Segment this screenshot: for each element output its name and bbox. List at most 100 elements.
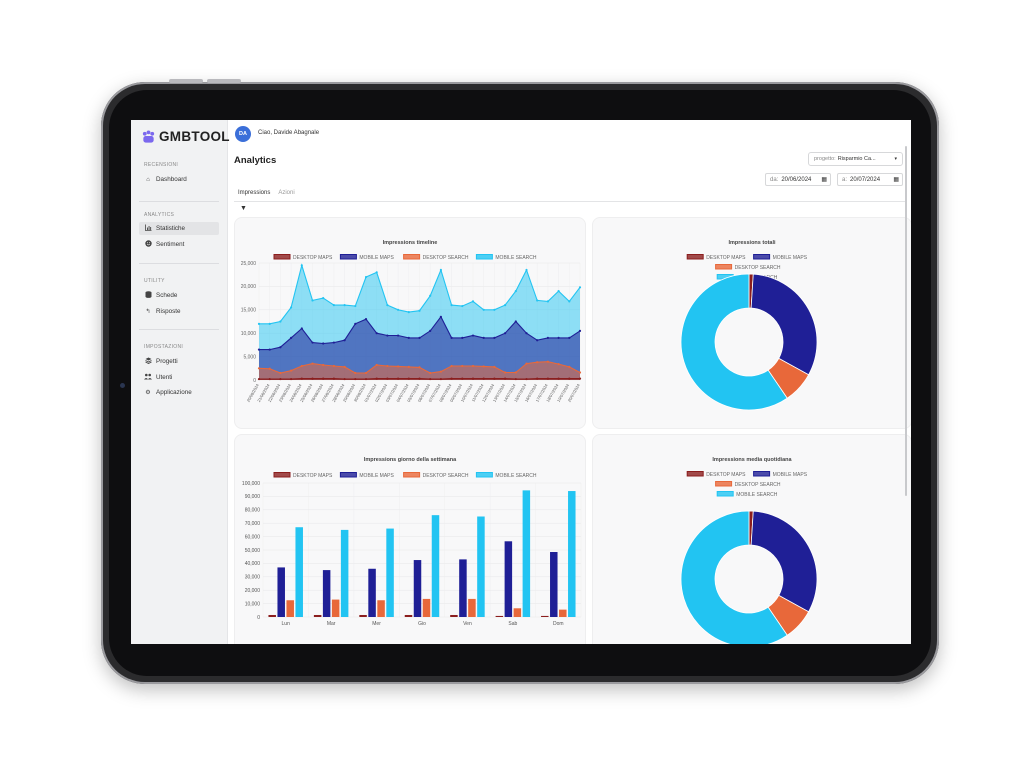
data-point-mobile-maps [536,339,539,342]
brand-logo[interactable]: GMBTOOL [141,129,230,144]
layers-icon [144,357,152,366]
project-select[interactable]: progetto: Risparmio Ca... ▾ [808,152,903,166]
tab-impressions[interactable]: Impressions [234,188,275,202]
database-icon [144,291,152,300]
legend-swatch-mobile-maps [339,472,357,478]
date-from-value: 20/06/2024 [781,176,812,183]
data-point-desktop-maps [257,377,261,381]
data-point-desktop-search [450,364,453,368]
impressions-totali-chart: Impressions totali DESKTOP MAPS MOBILE MAP… [680,240,818,411]
calendar-icon[interactable]: ▦ [893,177,899,183]
legend-label-mobile-maps: MOBILE MAPS [773,255,808,261]
bar-desktop-search [513,608,522,617]
data-point-mobile-maps [418,336,421,339]
avatar[interactable]: DA [235,126,251,142]
data-point-desktop-search [429,371,432,375]
tablet-top-button-1 [169,79,203,83]
bar-desktop-maps [404,614,413,617]
data-point-desktop-search [343,365,346,368]
sidebar-item-applicazione[interactable]: ⚙ Applicazione [139,386,219,399]
sidebar-item-utenti[interactable]: Utenti [139,371,219,384]
chart-title: Impressions totali [728,240,776,246]
data-point-mobile-maps [322,342,325,345]
sidebar-item-dashboard[interactable]: ⌂ Dashboard [139,173,219,186]
bar-desktop-maps [541,615,549,617]
bar-desktop-search [468,598,476,617]
date-from-input[interactable]: da: 20/06/2024 ▦ [765,173,831,186]
data-point-mobile-search [375,271,378,274]
chart-card-weekday: Impressions giorno della settimana DESKTO… [234,434,586,644]
y-tick-label: 15,000 [241,308,257,314]
data-point-desktop-search [493,365,496,368]
data-point-mobile-maps [557,336,560,339]
data-point-mobile-search [300,264,303,267]
legend-label-desktop-search: DESKTOP SEARCH [735,265,781,271]
data-point-mobile-search [418,309,421,312]
bar-desktop-maps [268,614,276,617]
data-point-desktop-search [397,365,400,368]
data-point-desktop-search [504,371,507,374]
bar-mobile-maps [368,568,376,617]
tab-azioni[interactable]: Azioni [278,190,295,196]
main-content: DA Ciao, Davide Abagnale Analytics proge… [228,120,911,644]
data-point-mobile-search [471,300,475,303]
data-point-desktop-search [546,360,549,363]
data-point-mobile-maps [546,336,549,339]
data-point-mobile-maps [268,348,271,351]
legend-label-desktop-maps: DESKTOP MAPS [293,255,333,261]
chart-card-media: Impressions media quotidiana DESKTOP MAPS… [592,434,911,644]
data-point-desktop-search [482,365,485,368]
data-point-desktop-maps [471,377,475,380]
data-point-mobile-search [279,320,282,323]
filter-toggle-icon[interactable]: ▼ [240,205,247,212]
y-tick-label: 25,000 [241,261,257,267]
data-point-desktop-search [279,371,282,375]
bar-desktop-search [422,598,431,617]
x-tick-label: Dom [553,621,564,627]
y-tick-label: 60,000 [245,534,261,540]
data-point-mobile-search [525,268,528,272]
data-point-desktop-maps [311,377,314,380]
bar-mobile-maps [277,567,285,617]
data-point-mobile-maps [279,346,282,349]
scrollbar[interactable] [905,146,907,496]
y-tick-label: 20,000 [241,284,257,290]
bar-desktop-maps [359,614,367,617]
sidebar-item-sentiment[interactable]: Sentiment [139,238,219,251]
legend-label-desktop-maps: DESKTOP MAPS [706,255,746,261]
chart-title: Impressions timeline [383,240,438,246]
y-tick-label: 5,000 [243,354,256,360]
data-point-desktop-search [525,362,528,365]
bar-mobile-search [431,515,440,617]
legend-label-mobile-search: MOBILE SEARCH [495,473,537,479]
pie-slice-mobile-search [680,510,788,644]
bar-mobile-maps [504,541,513,617]
data-point-desktop-search [354,371,357,375]
data-point-desktop-maps [461,377,464,380]
calendar-icon[interactable]: ▦ [821,177,827,183]
sidebar-item-label: Schede [156,292,178,299]
data-point-mobile-search [514,289,517,293]
data-point-mobile-search [482,308,485,311]
data-point-mobile-maps [461,336,464,339]
sidebar-item-statistiche[interactable]: Statistiche [139,222,219,235]
chart-card-timeline: Impressions timeline DESKTOP MAPS MOBILE M… [234,217,586,429]
sidebar-item-label: Applicazione [156,389,192,396]
data-point-mobile-maps [450,336,453,339]
data-point-desktop-maps [525,377,528,381]
date-from-label: da: [770,176,779,183]
data-point-desktop-search [290,369,293,372]
home-icon: ⌂ [146,176,150,183]
data-point-mobile-search [397,308,400,311]
gear-icon: ⚙ [145,390,151,396]
data-point-mobile-search [429,294,432,297]
y-tick-label: 20,000 [245,588,261,594]
chart-icon [144,224,152,233]
sidebar: GMBTOOL RECENSIONI ⌂ Dashboard ANALYTICS… [131,120,230,644]
sidebar-item-label: Dashboard [156,176,187,183]
sidebar-item-progetti[interactable]: Progetti [139,355,219,368]
date-to-input[interactable]: a: 20/07/2024 ▦ [837,173,903,186]
legend-label-desktop-search: DESKTOP SEARCH [735,482,781,488]
sidebar-item-risposte[interactable]: ↰ Risposte [139,305,219,318]
sidebar-item-schede[interactable]: Schede [139,289,219,302]
